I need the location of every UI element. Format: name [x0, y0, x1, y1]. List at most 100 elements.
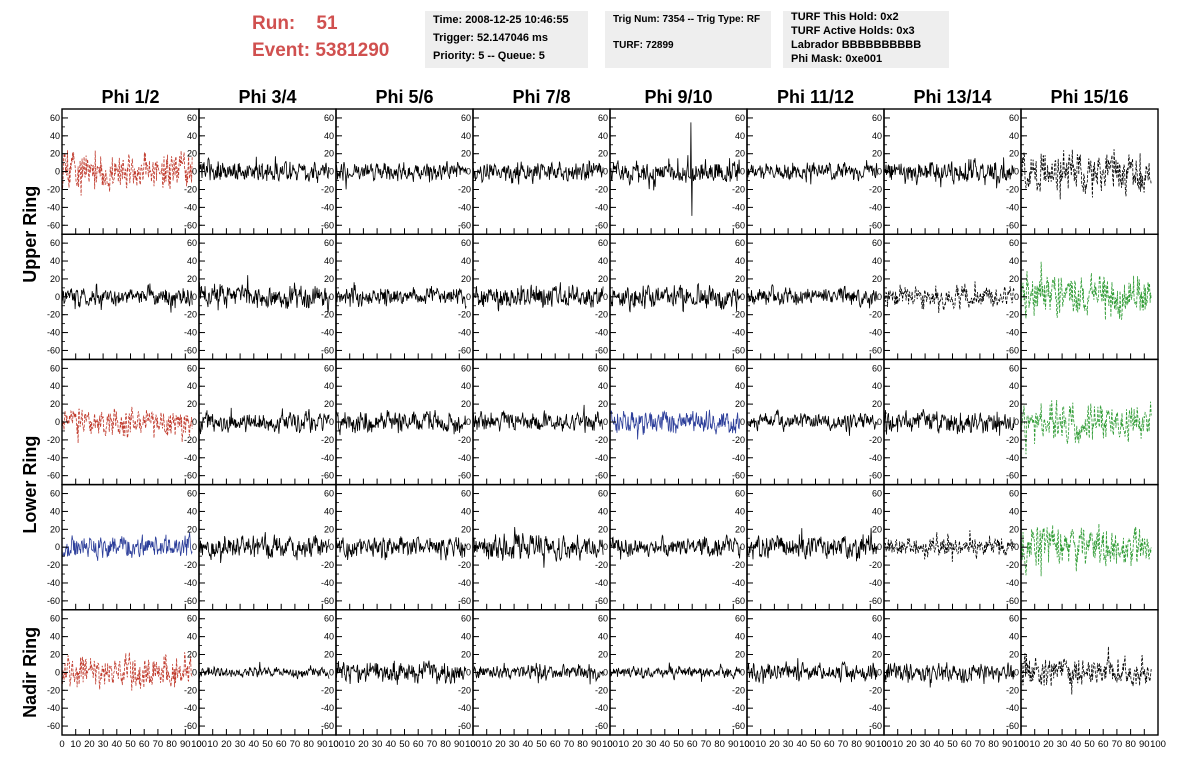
y-tick-label: -40: [869, 703, 882, 713]
waveform-trace: [883, 662, 1015, 688]
y-tick-label: -40: [869, 453, 882, 463]
y-tick-label: 20: [324, 274, 334, 284]
y-tick-label: 0: [740, 667, 745, 677]
turf-hold-line: TURF This Hold: 0x2: [791, 11, 899, 23]
y-tick-label: 60: [1009, 614, 1019, 624]
y-tick-label: 0: [877, 417, 882, 427]
labrador-line: Labrador BBBBBBBBBB: [791, 39, 922, 51]
y-tick-label: -20: [47, 560, 60, 570]
waveform-trace: [335, 282, 467, 309]
y-tick-label: 40: [1009, 506, 1019, 516]
y-tick-label: 40: [50, 131, 60, 141]
x-tick-label: 70: [838, 739, 849, 750]
x-tick-label: 10: [892, 739, 903, 750]
x-tick-label: 50: [125, 739, 136, 750]
y-tick-label: 60: [598, 489, 608, 499]
y-tick-label: 40: [187, 381, 197, 391]
y-tick-label: -60: [869, 596, 882, 606]
waveform-trace: [746, 527, 878, 562]
y-tick-label: -40: [458, 703, 471, 713]
y-tick-label: -20: [732, 435, 745, 445]
waveform-trace: [609, 282, 741, 313]
waveform-trace: [198, 407, 330, 435]
y-tick-label: -60: [1006, 721, 1019, 731]
y-tick-label: -60: [321, 471, 334, 481]
waveform-trace: [883, 530, 1015, 562]
y-tick-label: 20: [735, 650, 745, 660]
y-tick-label: -20: [869, 184, 882, 194]
priority-line: Priority: 5 -- Queue: 5: [433, 50, 545, 62]
ring-label: Upper Ring: [20, 186, 40, 283]
y-tick-label: -40: [184, 453, 197, 463]
y-tick-label: 60: [324, 363, 334, 373]
x-tick-label: 10: [1029, 739, 1040, 750]
y-tick-label: 40: [598, 632, 608, 642]
y-tick-label: -40: [47, 202, 60, 212]
x-tick-label: 20: [1043, 739, 1054, 750]
y-tick-label: -60: [458, 721, 471, 731]
y-tick-label: 0: [55, 667, 60, 677]
y-tick-label: 40: [598, 256, 608, 266]
y-tick-label: -40: [869, 328, 882, 338]
time-line: Time: 2008-12-25 10:46:55: [433, 14, 569, 26]
y-tick-label: 0: [329, 667, 334, 677]
trig-num-line: Trig Num: 7354 -- Trig Type: RF: [613, 14, 761, 25]
waveform-trace: [609, 534, 741, 560]
x-tick-label: 0: [1018, 739, 1023, 750]
waveform-trace: [198, 532, 330, 564]
y-tick-label: -40: [321, 453, 334, 463]
y-tick-label: 0: [192, 542, 197, 552]
y-tick-label: -40: [732, 328, 745, 338]
x-tick-label: 100: [1013, 739, 1029, 750]
x-tick-label: 0: [607, 739, 612, 750]
waveform-trace: [1020, 149, 1152, 200]
x-tick-label: 60: [276, 739, 287, 750]
waveform-trace: [61, 652, 193, 691]
y-tick-label: 40: [872, 381, 882, 391]
y-tick-label: -60: [732, 596, 745, 606]
y-tick-label: -60: [595, 345, 608, 355]
waveform-trace: [198, 275, 330, 313]
x-tick-label: 10: [618, 739, 629, 750]
y-tick-label: -40: [458, 453, 471, 463]
x-tick-label: 30: [920, 739, 931, 750]
y-tick-label: 0: [55, 417, 60, 427]
waveform-trace: [883, 409, 1015, 436]
y-tick-label: 0: [55, 167, 60, 177]
y-tick-label: 40: [735, 256, 745, 266]
y-tick-label: 20: [1009, 524, 1019, 534]
y-tick-label: 20: [1009, 650, 1019, 660]
y-tick-label: 40: [1009, 632, 1019, 642]
waveform-trace: [198, 661, 330, 680]
y-tick-label: 0: [192, 667, 197, 677]
y-tick-label: -40: [47, 703, 60, 713]
y-tick-label: -40: [184, 578, 197, 588]
x-tick-label: 100: [465, 739, 481, 750]
x-tick-label: 70: [290, 739, 301, 750]
run-event-info: Run: 51 Event: 5381290: [252, 10, 389, 64]
y-tick-label: 0: [740, 417, 745, 427]
y-tick-label: 20: [187, 524, 197, 534]
x-tick-label: 80: [714, 739, 725, 750]
y-tick-label: 40: [1009, 131, 1019, 141]
panel-frame: [1020, 233, 1159, 361]
x-tick-label: 60: [139, 739, 150, 750]
y-tick-label: 40: [50, 381, 60, 391]
y-tick-label: -40: [732, 578, 745, 588]
x-tick-label: 30: [235, 739, 246, 750]
y-tick-label: -20: [321, 435, 334, 445]
y-tick-label: 40: [735, 381, 745, 391]
y-tick-label: 60: [735, 238, 745, 248]
y-tick-label: -40: [869, 578, 882, 588]
y-tick-label: 60: [1009, 238, 1019, 248]
y-tick-label: 20: [50, 399, 60, 409]
waveform-trace: [746, 160, 878, 185]
x-tick-label: 90: [180, 739, 191, 750]
y-tick-label: 0: [603, 417, 608, 427]
y-tick-label: 0: [603, 667, 608, 677]
x-tick-label: 0: [196, 739, 201, 750]
x-tick-label: 50: [262, 739, 273, 750]
y-tick-label: 0: [329, 542, 334, 552]
y-tick-label: 0: [329, 167, 334, 177]
panel-frame: [883, 483, 1022, 611]
